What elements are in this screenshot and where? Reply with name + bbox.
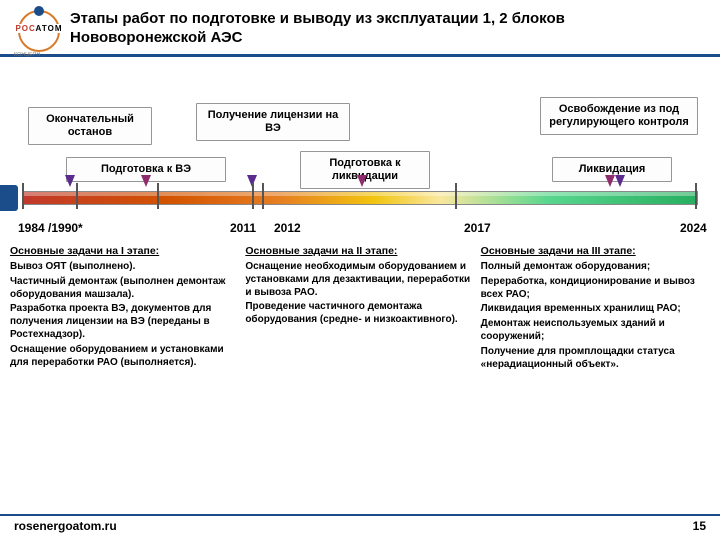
header: Этапы работ по подготовке и выводу из эк… <box>0 0 720 57</box>
side-tab <box>0 185 18 211</box>
year-labels: 1984 /1990* 2011 2012 2017 2024 <box>12 221 708 241</box>
year-2011: 2011 <box>230 221 256 235</box>
box-shutdown: Окончательный останов <box>28 107 152 145</box>
logo: РОСАТОМ КОНЦЕРН <box>8 6 62 60</box>
col-stage3: Основные задачи на III этапе: Полный дем… <box>481 245 710 374</box>
col2-head: Основные задачи на II этапе: <box>245 245 474 258</box>
col-stage1: Основные задачи на I этапе: Вывоз ОЯТ (в… <box>10 245 239 374</box>
box-license: Получение лицензии на ВЭ <box>196 103 350 141</box>
stage-boxes: Окончательный останов Получение лицензии… <box>0 65 720 185</box>
col1-head: Основные задачи на I этапе: <box>10 245 239 258</box>
timeline-bar <box>22 191 698 205</box>
year-2012: 2012 <box>274 221 301 235</box>
box-release: Освобождение из под регулирующего контро… <box>540 97 698 135</box>
year-2024: 2024 <box>680 221 707 235</box>
footer-site: rosenergoatom.ru <box>14 519 117 533</box>
page-title: Этапы работ по подготовке и выводу из эк… <box>70 10 704 48</box>
year-2017: 2017 <box>464 221 491 235</box>
timeline <box>22 189 698 219</box>
col-stage2: Основные задачи на II этапе: Оснащение н… <box>245 245 474 374</box>
footer-page: 15 <box>693 519 706 533</box>
footer: rosenergoatom.ru 15 <box>0 514 720 536</box>
task-columns: Основные задачи на I этапе: Вывоз ОЯТ (в… <box>0 245 720 374</box>
col3-head: Основные задачи на III этапе: <box>481 245 710 258</box>
year-1984: 1984 /1990* <box>18 221 83 235</box>
